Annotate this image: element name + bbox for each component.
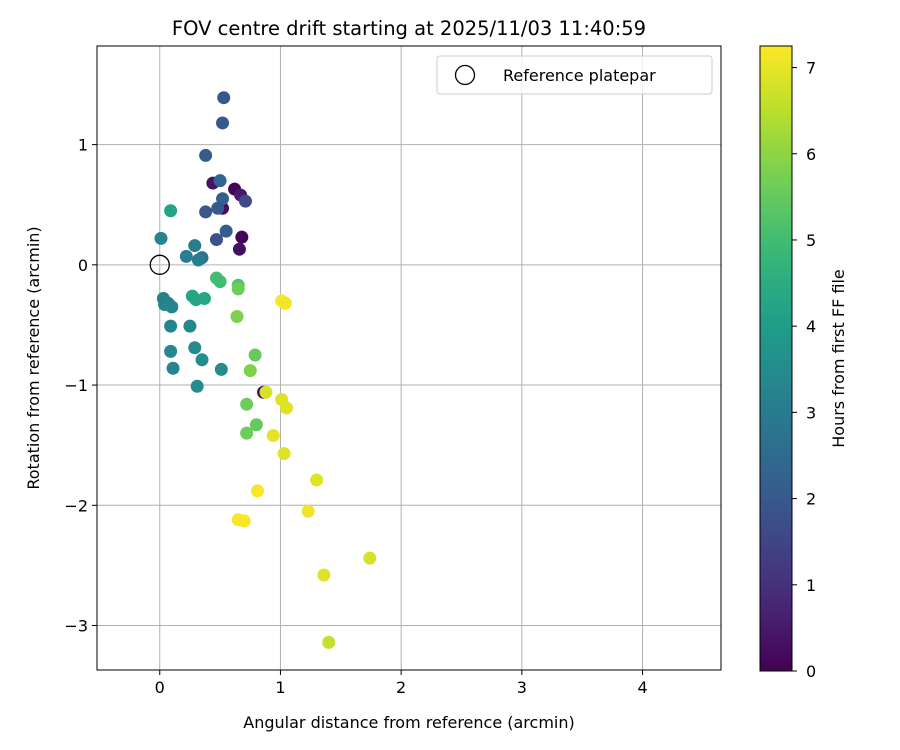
x-tick-label: 1: [275, 678, 285, 697]
chart-title: FOV centre drift starting at 2025/11/03 …: [172, 17, 646, 40]
scatter-point: [211, 201, 225, 215]
scatter-point: [231, 282, 245, 296]
scatter-point: [277, 447, 291, 461]
grid: [97, 46, 721, 670]
colorbar-tick-label: 1: [806, 576, 816, 595]
scatter-point: [190, 379, 204, 393]
scatter-point: [165, 300, 179, 314]
x-axis-label: Angular distance from reference (arcmin): [243, 713, 574, 732]
scatter-point: [164, 319, 178, 333]
scatter-point: [166, 361, 180, 375]
x-tick-label: 0: [155, 678, 165, 697]
scatter-point: [251, 484, 265, 498]
colorbar-ticks: 0 1 2 3 4 5 6 7: [792, 59, 816, 681]
scatter-point: [197, 291, 211, 305]
colorbar-tick-label: 5: [806, 231, 816, 250]
legend-marker-icon: [454, 64, 476, 86]
y-axis-label: Rotation from reference (arcmin): [24, 226, 43, 489]
scatter-point: [266, 429, 280, 443]
x-axis-ticks: 0 1 2 3 4: [155, 670, 648, 697]
y-axis-ticks: 1 0 −1 −2 −3: [64, 136, 97, 636]
y-tick-label: 1: [78, 136, 88, 155]
scatter-point: [217, 91, 231, 105]
y-tick-label: −2: [64, 496, 88, 515]
scatter-point: [188, 341, 202, 355]
scatter-point: [213, 174, 227, 188]
legend: Reference platepar: [436, 55, 713, 95]
colorbar-tick-label: 0: [806, 662, 816, 681]
scatter-point: [230, 310, 244, 324]
x-tick-label: 4: [637, 678, 647, 697]
scatter-points: [154, 91, 377, 649]
colorbar-tick-label: 3: [806, 403, 816, 422]
y-tick-label: −1: [64, 376, 88, 395]
scatter-point: [363, 551, 377, 565]
colorbar-tick-label: 6: [806, 145, 816, 164]
scatter-point: [154, 231, 168, 245]
scatter-point: [199, 205, 213, 219]
scatter-point: [278, 296, 292, 310]
scatter-point: [317, 568, 331, 582]
y-tick-label: −3: [64, 617, 88, 636]
legend-entry: Reference platepar: [503, 66, 656, 85]
y-tick-label: 0: [78, 256, 88, 275]
scatter-point: [191, 253, 205, 267]
reference-marker-group: [149, 254, 170, 275]
scatter-point: [179, 249, 193, 263]
scatter-point: [240, 426, 254, 440]
scatter-point: [164, 344, 178, 358]
scatter-point: [310, 473, 324, 487]
plot-frame: [96, 45, 722, 671]
colorbar-tick-label: 7: [806, 59, 816, 78]
scatter-point: [243, 364, 257, 378]
colorbar-tick-label: 2: [806, 490, 816, 509]
x-tick-label: 3: [517, 678, 527, 697]
x-tick-label: 2: [396, 678, 406, 697]
scatter-point: [195, 353, 209, 367]
scatter-point: [259, 385, 273, 399]
scatter-point: [235, 230, 249, 244]
scatter-point: [232, 242, 246, 256]
scatter-point: [164, 204, 178, 218]
scatter-point: [248, 348, 262, 362]
legend-box: [436, 55, 713, 95]
scatter-point: [240, 397, 254, 411]
scatter-point: [237, 514, 251, 528]
colorbar-label: Hours from first FF file: [829, 269, 848, 448]
scatter-point: [238, 194, 252, 208]
reference-platepar-marker: [149, 254, 170, 275]
scatter-point: [214, 362, 228, 376]
scatter-point: [188, 239, 202, 253]
colorbar: 0 1 2 3 4 5 6 7 Hours from first FF file: [759, 45, 848, 681]
scatter-point: [213, 275, 227, 289]
scatter-point: [216, 116, 230, 130]
scatter-point: [183, 319, 197, 333]
scatter-point: [219, 224, 233, 238]
colorbar-gradient: [759, 45, 793, 672]
scatter-point: [322, 635, 336, 649]
scatter-point: [301, 504, 315, 518]
colorbar-tick-label: 4: [806, 317, 816, 336]
scatter-point: [279, 401, 293, 415]
scatter-point: [199, 148, 213, 162]
scatter-point: [216, 192, 230, 206]
scatter-point: [249, 418, 263, 432]
scatter-point: [209, 233, 223, 247]
